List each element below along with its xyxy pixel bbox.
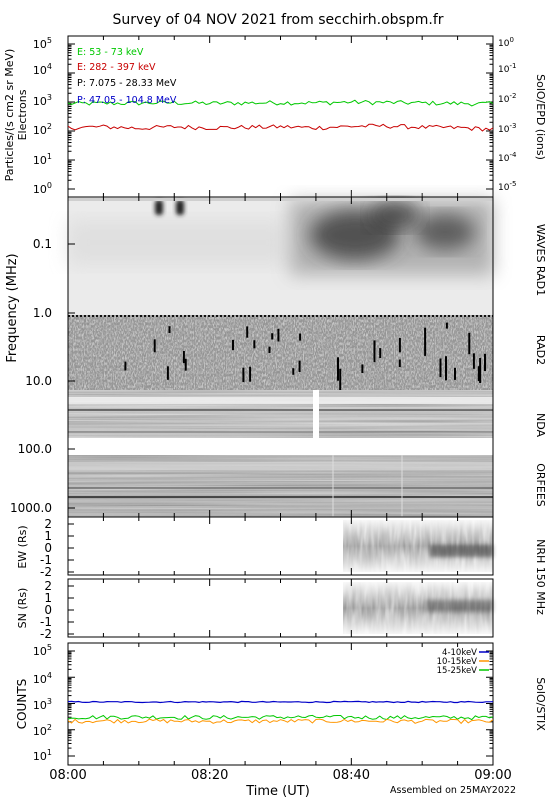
ew-tick-label: -1 bbox=[40, 553, 52, 567]
stix-frame bbox=[67, 642, 494, 766]
nrh-sn-ylabel: SN (Rs) bbox=[16, 588, 29, 629]
epd-series-e-53-73 bbox=[68, 99, 493, 107]
epd-ytick-label: 105 bbox=[33, 36, 52, 51]
stix-legend-10-15: 10-15keV bbox=[437, 657, 478, 667]
stix-ytick-label: 105 bbox=[33, 643, 52, 658]
nda-orfees-gap bbox=[68, 438, 493, 455]
ew-tick-label: 1 bbox=[44, 529, 52, 543]
freq-tick-label: 1.0 bbox=[33, 306, 52, 320]
epd-ytick-label: 104 bbox=[33, 62, 52, 77]
time-tick-label: 08:20 bbox=[191, 768, 228, 783]
epd-right-tick-labels: 100 10-1 10-2 10-3 10-4 10-5 bbox=[498, 36, 517, 193]
stix-ticks bbox=[67, 643, 494, 765]
nrh-ew-ticks bbox=[67, 517, 494, 575]
epd-ylabel: Particles/(s cm2 sr MeV) bbox=[3, 49, 16, 182]
sn-tick-label: -2 bbox=[40, 627, 52, 641]
epd-right-tick-label: 10-1 bbox=[498, 62, 516, 75]
epd-legend-e1: E: 53 - 73 keV bbox=[77, 47, 144, 58]
epd-right-tick-label: 10-2 bbox=[498, 92, 516, 105]
nrh-ew-ylabel: EW (Rs) bbox=[16, 525, 29, 568]
epd-legend: E: 53 - 73 keV E: 282 - 397 keV P: 7.075… bbox=[77, 47, 177, 106]
epd-frame bbox=[67, 35, 494, 198]
time-axis-label: Time (UT) bbox=[245, 784, 310, 799]
stix-ylabel: COUNTS bbox=[15, 679, 29, 730]
waves-rad1-label: WAVES RAD1 bbox=[534, 224, 547, 296]
radio-panel: 0.1 1.0 10.0 100.0 1000.0 Frequency (MHz… bbox=[5, 196, 547, 518]
waves-rad1-spectrogram bbox=[68, 197, 493, 315]
sn-tick-label: -1 bbox=[40, 615, 52, 629]
stix-ytick-label: 104 bbox=[33, 671, 52, 686]
epd-ytick-label: 100 bbox=[33, 181, 52, 196]
epd-right-tick-label: 10-5 bbox=[498, 180, 516, 193]
epd-left-tick-labels: 105 104 103 102 101 100 bbox=[33, 36, 52, 196]
epd-panel: E: 53 - 73 keV E: 282 - 397 keV P: 7.075… bbox=[3, 35, 547, 198]
epd-right-tick-label: 10-3 bbox=[498, 122, 516, 135]
time-tick-label: 09:00 bbox=[474, 768, 511, 783]
epd-legend-p1: P: 7.075 - 28.33 MeV bbox=[77, 78, 177, 89]
ew-tick-label: 2 bbox=[44, 517, 52, 531]
stix-series-15-25kev bbox=[68, 714, 493, 721]
orfees-spectrogram bbox=[68, 455, 493, 517]
sn-tick-label: 1 bbox=[44, 591, 52, 605]
freq-tick-label: 100.0 bbox=[18, 442, 52, 456]
nrh-right-label: NRH 150 MHz bbox=[534, 539, 547, 615]
epd-ytick-label: 102 bbox=[33, 122, 52, 137]
radio-ticks bbox=[67, 197, 494, 517]
epd-right-tick-label: 10-4 bbox=[498, 151, 517, 164]
time-tick-label: 08:40 bbox=[333, 768, 370, 783]
epd-series-e-282-397 bbox=[68, 123, 493, 132]
stix-series-10-15kev bbox=[68, 718, 493, 725]
stix-tick-labels: 105 104 103 102 101 bbox=[33, 643, 52, 763]
epd-right-label: SolO/EPD (ions) bbox=[534, 74, 547, 160]
rad2-label: RAD2 bbox=[534, 335, 547, 365]
stix-ytick-label: 103 bbox=[33, 697, 52, 712]
epd-ytick-label: 103 bbox=[33, 93, 52, 108]
freq-tick-label: 0.1 bbox=[33, 237, 52, 251]
nda-spectrogram bbox=[68, 390, 493, 438]
stix-ytick-label: 101 bbox=[33, 748, 52, 763]
sn-tick-label: 0 bbox=[44, 603, 52, 617]
stix-right-label: SolO/STIX bbox=[534, 677, 547, 731]
ew-tick-label: -2 bbox=[40, 565, 52, 579]
assembled-footer: Assembled on 25MAY2022 bbox=[390, 785, 516, 796]
rad2-spectrogram bbox=[68, 315, 493, 394]
freq-tick-label: 10.0 bbox=[25, 374, 52, 388]
radio-tick-labels: 0.1 1.0 10.0 100.0 1000.0 bbox=[10, 237, 52, 515]
freq-tick-label: 1000.0 bbox=[10, 501, 52, 515]
epd-ylabel-species: Electrons bbox=[16, 89, 29, 140]
figure-title: Survey of 04 NOV 2021 from secchirh.obsp… bbox=[112, 12, 443, 28]
epd-legend-e2: E: 282 - 397 keV bbox=[77, 62, 156, 73]
epd-ticks bbox=[67, 36, 494, 197]
stix-legend-4-10: 4-10keV bbox=[442, 648, 477, 658]
nrh-ew-panel: 2 1 0 -1 -2 EW (Rs) bbox=[16, 516, 494, 579]
time-axis: 08:00 08:20 08:40 09:00 Time (UT) bbox=[49, 768, 511, 799]
nrh-ew-tick-labels: 2 1 0 -1 -2 bbox=[40, 517, 52, 579]
epd-ytick-label: 101 bbox=[33, 152, 52, 167]
radio-ylabel: Frequency (MHz) bbox=[5, 253, 20, 362]
stix-panel: 4-10keV 10-15keV 15-25keV 105 104 103 10… bbox=[15, 642, 547, 766]
epd-right-tick-label: 100 bbox=[498, 36, 514, 49]
ew-tick-label: 0 bbox=[44, 541, 52, 555]
stix-ytick-label: 102 bbox=[33, 723, 52, 738]
stix-series-4-10kev bbox=[68, 700, 493, 704]
sn-tick-label: 2 bbox=[44, 579, 52, 593]
nda-label: NDA bbox=[534, 413, 547, 438]
stix-legend-15-25: 15-25keV bbox=[437, 666, 478, 676]
orfees-label: ORFEES bbox=[534, 463, 547, 507]
epd-legend-p2: P: 47.05 - 104.8 MeV bbox=[77, 95, 177, 106]
nrh-sn-ticks bbox=[67, 579, 494, 637]
stix-legend: 4-10keV 10-15keV 15-25keV bbox=[437, 648, 489, 676]
nrh-sn-tick-labels: 2 1 0 -1 -2 bbox=[40, 579, 52, 641]
time-tick-label: 08:00 bbox=[49, 768, 86, 783]
nrh-sn-panel: 2 1 0 -1 -2 SN (Rs) NRH 150 MHz bbox=[16, 539, 547, 641]
